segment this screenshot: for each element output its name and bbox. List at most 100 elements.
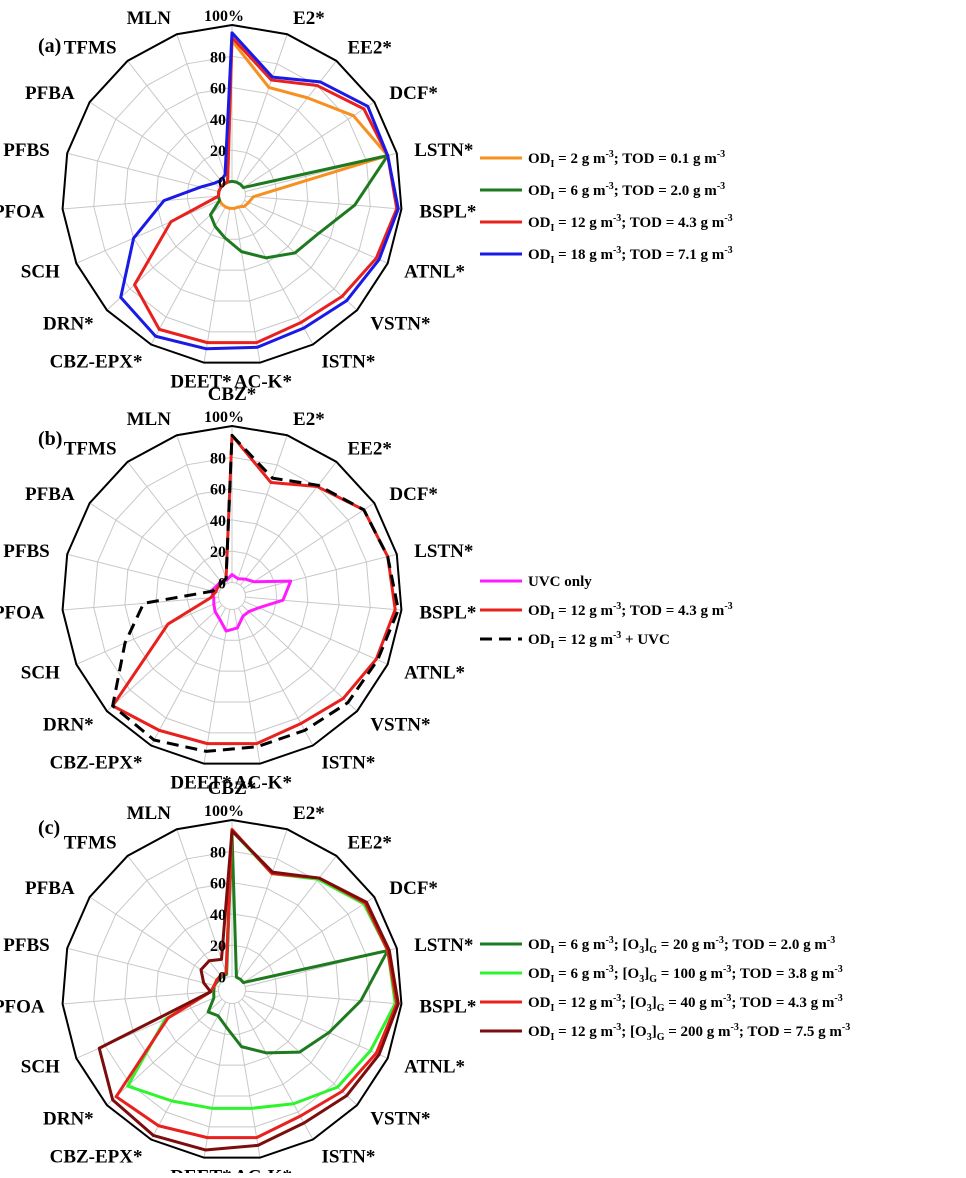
legend-subscript: 3: [647, 1003, 652, 1014]
legend-label: ODI = 12 g m-3; TOD = 4.3 g m-3: [528, 601, 733, 622]
legend-item: ODI = 12 g m-3; TOD = 4.3 g m-3: [480, 601, 733, 622]
category-label: VSTN*: [370, 714, 430, 735]
legend-text: UVC only: [528, 574, 592, 590]
series-line-red: [114, 827, 399, 1140]
category-label: ISTN*: [321, 752, 375, 773]
legend-superscript: -3: [613, 993, 621, 1004]
category-label: BSPL*: [419, 603, 476, 624]
legend: ODI = 6 g m-3; [O3]G = 20 g m-3; TOD = 2…: [480, 935, 850, 1043]
category-label: PFOA: [0, 603, 45, 624]
legend-superscript: -3: [827, 935, 835, 946]
legend-text: ; [O: [614, 966, 639, 982]
category-label: CBZ*: [208, 384, 257, 405]
legend-text: OD: [528, 183, 551, 199]
grid-spoke: [176, 435, 229, 584]
legend-subscript: I: [551, 255, 555, 266]
radar-frame: [61, 424, 403, 765]
legend-label: ODI = 6 g m-3; [O3]G = 100 g m-3; TOD = …: [528, 964, 843, 985]
grid-ring: [155, 519, 309, 672]
grid-spoke: [106, 203, 223, 311]
legend-superscript: -3: [724, 245, 732, 256]
grid-spoke: [176, 34, 229, 183]
legend-text: OD: [528, 215, 551, 231]
grid-spoke: [203, 1003, 231, 1158]
grid-spoke: [76, 200, 220, 264]
legend-item: ODI = 12 g m-3; [O3]G = 200 g m-3; TOD =…: [480, 1022, 850, 1043]
radial-tick-label: 0: [218, 575, 226, 592]
category-label: DRN*: [43, 714, 94, 735]
grid-ring: [186, 149, 278, 240]
grid-spoke: [106, 998, 223, 1106]
category-label: PFBS: [3, 935, 49, 956]
legend-superscript: -3: [723, 964, 731, 975]
series-line-red: [111, 433, 397, 746]
radial-tick-label: 80: [210, 450, 226, 467]
grid-spoke: [235, 829, 288, 978]
grid-spoke: [239, 855, 337, 980]
category-label: TFMS: [64, 439, 117, 460]
grid-spoke: [150, 607, 226, 746]
category-label: LSTN*: [414, 140, 473, 161]
radial-tick-label: 100%: [204, 409, 244, 426]
legend-text: = 12 g m: [554, 632, 613, 648]
legend-text: = 200 g m: [665, 1024, 732, 1040]
legend-subscript: I: [551, 611, 555, 622]
grid-spoke: [238, 206, 314, 345]
legend-superscript: -3: [717, 181, 725, 192]
category-label: EE2*: [347, 833, 391, 854]
category-label: ISTN*: [321, 351, 375, 372]
legend-text: ]: [652, 995, 657, 1011]
legend-subscript: G: [649, 974, 657, 985]
grid-spoke: [203, 609, 231, 764]
legend: ODI = 2 g m-3; TOD = 0.1 g m-3 ODI = 6 g …: [480, 149, 733, 266]
legend-text: ; [O: [621, 1024, 646, 1040]
category-label: CBZ*: [208, 778, 257, 799]
legend-subscript: I: [551, 159, 555, 170]
grid-ring: [124, 488, 340, 703]
grid-spoke: [150, 1001, 226, 1140]
legend-text: + UVC: [621, 632, 670, 648]
radial-tick-label: 0: [218, 969, 226, 986]
grid-spoke: [67, 947, 219, 988]
grid-spoke: [67, 553, 219, 594]
category-label: MLN: [127, 803, 172, 824]
legend-superscript: -3: [834, 993, 842, 1004]
grid-spoke: [235, 435, 288, 584]
legend-text: OD: [528, 1024, 551, 1040]
legend-text: = 6 g m: [554, 937, 606, 953]
legend-subscript: 3: [647, 1032, 652, 1043]
legend-item: ODI = 2 g m-3; TOD = 0.1 g m-3: [480, 149, 725, 170]
legend-superscript: -3: [613, 213, 621, 224]
legend-subscript: G: [657, 1032, 665, 1043]
category-label: EE2*: [347, 439, 391, 460]
category-label: VSTN*: [370, 313, 430, 334]
legend-subscript: I: [551, 223, 555, 234]
legend-text: = 12 g m: [554, 995, 613, 1011]
legend-item: ODI = 6 g m-3; TOD = 2.0 g m-3: [480, 181, 725, 202]
grid-ring: [124, 882, 340, 1097]
legend-superscript: -3: [613, 601, 621, 612]
grid-spoke: [241, 604, 358, 712]
grid-spoke: [89, 502, 221, 589]
category-label: CBZ*: [208, 0, 257, 4]
legend-item: ODI = 6 g m-3; [O3]G = 20 g m-3; TOD = 2…: [480, 935, 835, 956]
category-label: PFOA: [0, 202, 45, 223]
legend-subscript: I: [551, 640, 555, 651]
radial-tick-label: 60: [210, 81, 226, 98]
radial-tick-label: 20: [210, 938, 226, 955]
series-line-magenta: [209, 573, 293, 633]
radial-tick-label: 80: [210, 844, 226, 861]
legend-subscript: I: [551, 1003, 555, 1014]
category-label: PFBS: [3, 140, 49, 161]
radial-tick-label: 60: [210, 876, 226, 893]
category-label: MLN: [127, 409, 172, 430]
grid-spoke: [233, 609, 261, 764]
category-label: PFBA: [25, 878, 75, 899]
legend-text: = 100 g m: [657, 966, 724, 982]
category-label: MLN: [127, 8, 172, 29]
category-label: TFMS: [64, 833, 117, 854]
legend-text: ; TOD = 2.0 g m: [724, 937, 828, 953]
panel-label: (b): [38, 428, 62, 450]
